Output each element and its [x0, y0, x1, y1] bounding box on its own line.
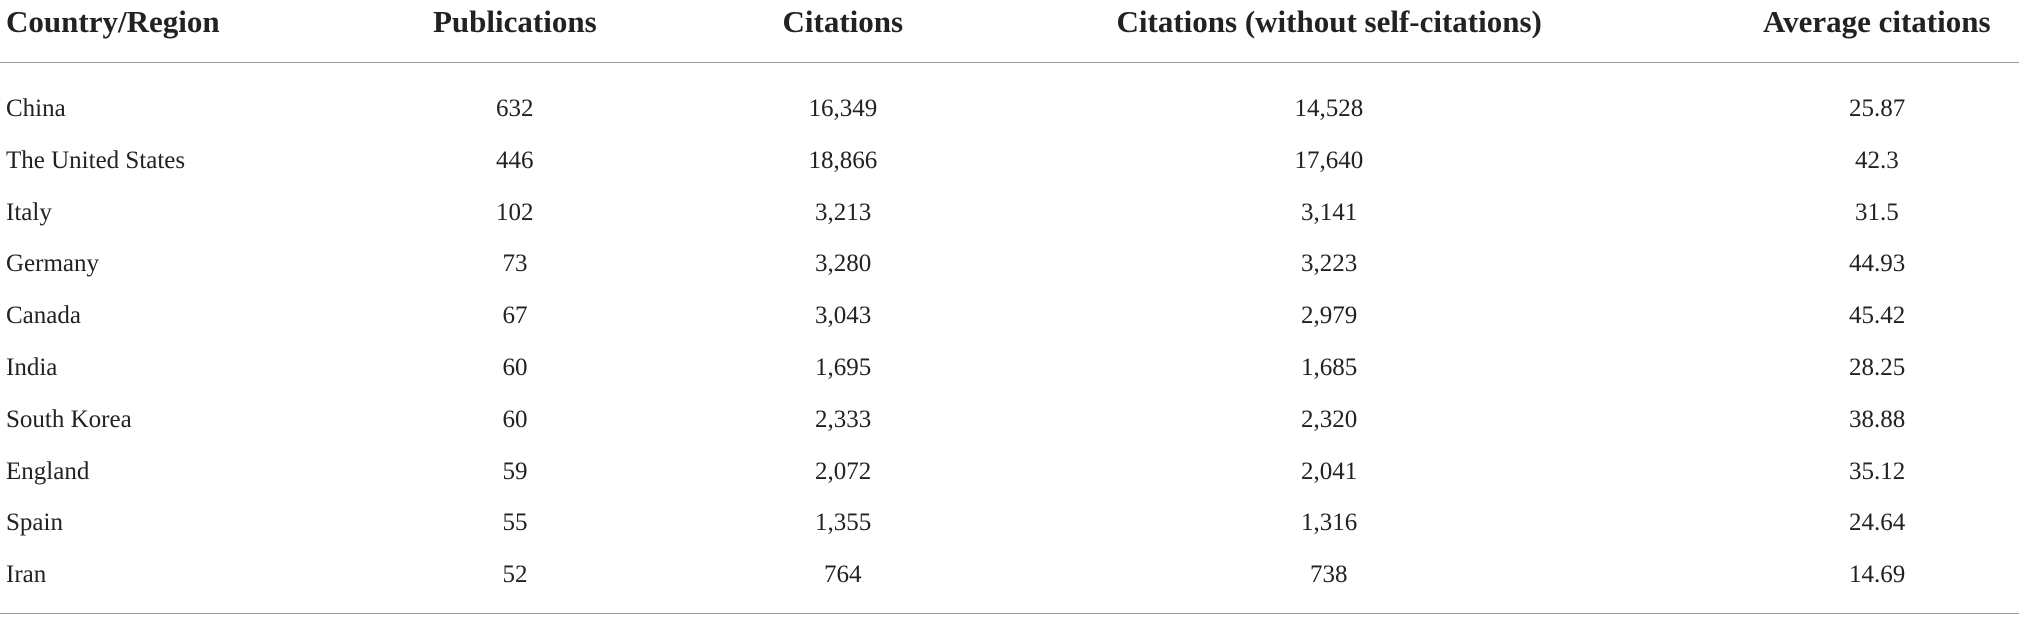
cell-value: 14,528 [1294, 95, 1364, 122]
row-label: Italy [6, 198, 52, 226]
cell-value: 55 [502, 509, 528, 537]
cell-value: 35.12 [1849, 457, 1906, 485]
cell-value: 14.69 [1849, 561, 1906, 589]
cell-value: 60 [502, 405, 528, 433]
column-header: Publications [433, 4, 597, 39]
cell-value: 45.42 [1849, 302, 1906, 330]
cell-value: 1,685 [1301, 354, 1358, 381]
cell-value: 764 [824, 561, 862, 589]
cell-value: 24.64 [1849, 509, 1906, 537]
cell-value: 1,695 [815, 354, 872, 381]
row-label: China [6, 95, 66, 122]
bottom-rule [0, 613, 2019, 614]
cell-value: 73 [502, 250, 528, 278]
cell-value: 2,320 [1301, 405, 1358, 433]
row-label: Canada [6, 302, 81, 330]
cell-value: 25.87 [1849, 95, 1906, 122]
cell-value: 446 [496, 146, 534, 174]
cell-value: 42.3 [1855, 146, 1899, 174]
column-header: Average citations [1763, 4, 1991, 39]
cell-value: 1,316 [1301, 509, 1358, 537]
cell-value: 3,280 [815, 250, 872, 278]
row-label: India [6, 354, 58, 381]
cell-value: 1,355 [815, 509, 872, 537]
cell-value: 102 [496, 198, 534, 226]
cell-value: 738 [1310, 561, 1348, 589]
cell-value: 3,213 [815, 198, 872, 226]
cell-value: 3,223 [1301, 250, 1358, 278]
cell-value: 18,866 [808, 146, 878, 174]
cell-value: 2,979 [1301, 302, 1358, 330]
row-label: Germany [6, 250, 100, 278]
cell-value: 3,141 [1301, 198, 1358, 226]
column-header: Citations [782, 4, 904, 39]
cell-value: 67 [502, 302, 528, 330]
cell-value: 31.5 [1855, 198, 1899, 226]
cell-value: 52 [502, 561, 528, 589]
row-label: The United States [6, 146, 186, 174]
cell-value: 3,043 [815, 302, 872, 330]
column-header: Citations (without self-citations) [1116, 4, 1542, 39]
cell-value: 44.93 [1849, 250, 1906, 278]
header-rule [0, 62, 2019, 63]
column-header: Country/Region [6, 4, 220, 39]
cell-value: 2,072 [815, 457, 872, 485]
row-label: Iran [6, 561, 47, 589]
cell-value: 60 [502, 354, 528, 381]
cell-value: 16,349 [808, 95, 878, 122]
cell-value: 38.88 [1849, 405, 1906, 433]
row-label: England [6, 457, 90, 485]
cell-value: 632 [496, 95, 534, 122]
cell-value: 2,041 [1301, 457, 1358, 485]
cell-value: 28.25 [1849, 354, 1906, 381]
cell-value: 17,640 [1294, 146, 1364, 174]
cell-value: 59 [502, 457, 528, 485]
cell-value: 2,333 [815, 405, 872, 433]
row-label: Spain [6, 509, 63, 537]
row-label: South Korea [6, 405, 132, 433]
